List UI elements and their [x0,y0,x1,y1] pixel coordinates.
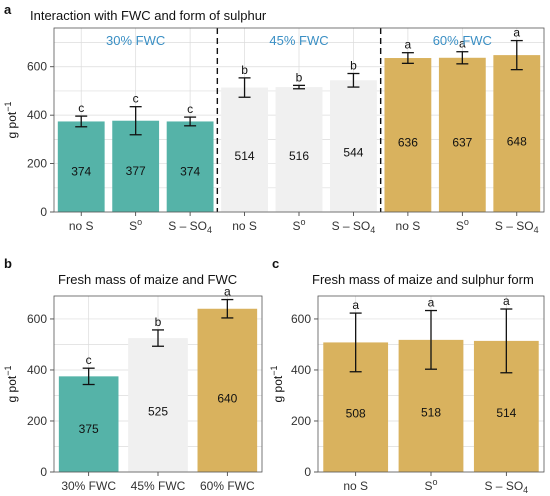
significance-letter: a [352,298,359,312]
bar [112,120,160,212]
significance-letter: a [503,294,510,308]
bar [58,376,119,472]
significance-letter: a [224,285,231,299]
plot-frame [53,27,545,213]
x-tick-label: 60% FWC [200,479,255,493]
bar-value-label: 525 [148,405,168,419]
x-tick-label: S – SO4 [484,479,528,495]
y-tick-label: 600 [27,312,47,326]
bar-value-label: 514 [496,406,516,420]
significance-letter: a [428,296,435,310]
group-label: 30% FWC [106,33,165,48]
significance-letter: a [405,38,412,52]
bar-value-label: 514 [235,149,255,163]
y-tick-label: 0 [40,465,47,479]
chart-title: Fresh mass of maize and FWC [58,272,237,287]
bar-value-label: 518 [421,406,441,420]
bar [221,87,268,212]
bar-value-label: 516 [289,149,309,163]
bar [493,55,541,213]
x-tick-label: no S [69,219,94,233]
y-tick-label: 600 [27,60,47,74]
panel-letter: a [4,2,12,17]
chart-title: Fresh mass of maize and sulphur form [312,272,534,287]
bar [384,58,432,212]
y-tick-label: 200 [27,414,47,428]
plot-frame [53,295,263,473]
y-tick-label: 400 [27,108,47,122]
plot-frame [317,295,545,473]
y-axis-label: g pot−1 [269,366,285,403]
y-tick-label: 200 [27,157,47,171]
significance-letter: b [155,315,162,329]
bar-value-label: 508 [346,407,366,421]
panel-letter: c [272,256,279,271]
y-tick-label: 600 [291,312,311,326]
bar [438,57,486,212]
y-tick-label: 400 [291,363,311,377]
panel-letter: b [4,256,12,271]
x-tick-label: S – SO4 [495,219,539,235]
bar-value-label: 374 [71,164,91,178]
y-axis-label: g pot−1 [3,366,19,403]
bar [275,87,323,212]
x-tick-label: S – SO4 [332,219,376,235]
y-tick-label: 200 [291,414,311,428]
x-tick-label: no S [396,219,421,233]
x-tick-label: no S [232,219,257,233]
chart-title: Interaction with FWC and form of sulphur [30,8,267,23]
bar [166,121,214,212]
x-tick-label: no S [343,479,368,493]
significance-letter: b [296,70,303,84]
group-label: 60% FWC [433,33,492,48]
bar-value-label: 636 [398,136,418,150]
y-tick-label: 0 [40,205,47,219]
bar [197,308,258,472]
y-tick-label: 400 [27,363,47,377]
bar-value-label: 648 [507,134,527,148]
y-axis-label: g pot−1 [3,102,19,139]
significance-letter: c [78,101,84,115]
significance-letter: b [241,63,248,77]
bar-value-label: 637 [452,136,472,150]
bar-value-label: 375 [79,422,99,436]
x-tick-label: So [424,477,437,493]
bar-value-label: 544 [343,146,363,160]
x-tick-label: So [129,217,142,233]
panel-b: b Fresh mass of maize and FWC 0 200 400 600 37… [3,256,263,493]
x-tick-label: So [456,217,469,233]
significance-letter: a [459,37,466,51]
bar [57,121,105,212]
x-tick-label: 30% FWC [61,479,116,493]
bar [128,338,188,472]
significance-letter: c [86,353,92,367]
bar-value-label: 374 [180,164,200,178]
significance-letter: c [133,92,139,106]
bar-value-label: 640 [217,392,237,406]
x-tick-label: So [292,217,305,233]
x-tick-label: 45% FWC [131,479,186,493]
group-label: 45% FWC [269,33,328,48]
panel-a: a Interaction with FWC and form of sulphu… [3,2,545,235]
significance-letter: a [513,26,520,40]
significance-letter: b [350,59,357,73]
bar-value-label: 377 [126,164,146,178]
significance-letter: c [187,102,193,116]
bar [330,80,377,212]
x-tick-label: S – SO4 [168,219,212,235]
y-tick-label: 0 [304,465,311,479]
panel-c: c Fresh mass of maize and sulphur form 0 20… [269,256,545,495]
